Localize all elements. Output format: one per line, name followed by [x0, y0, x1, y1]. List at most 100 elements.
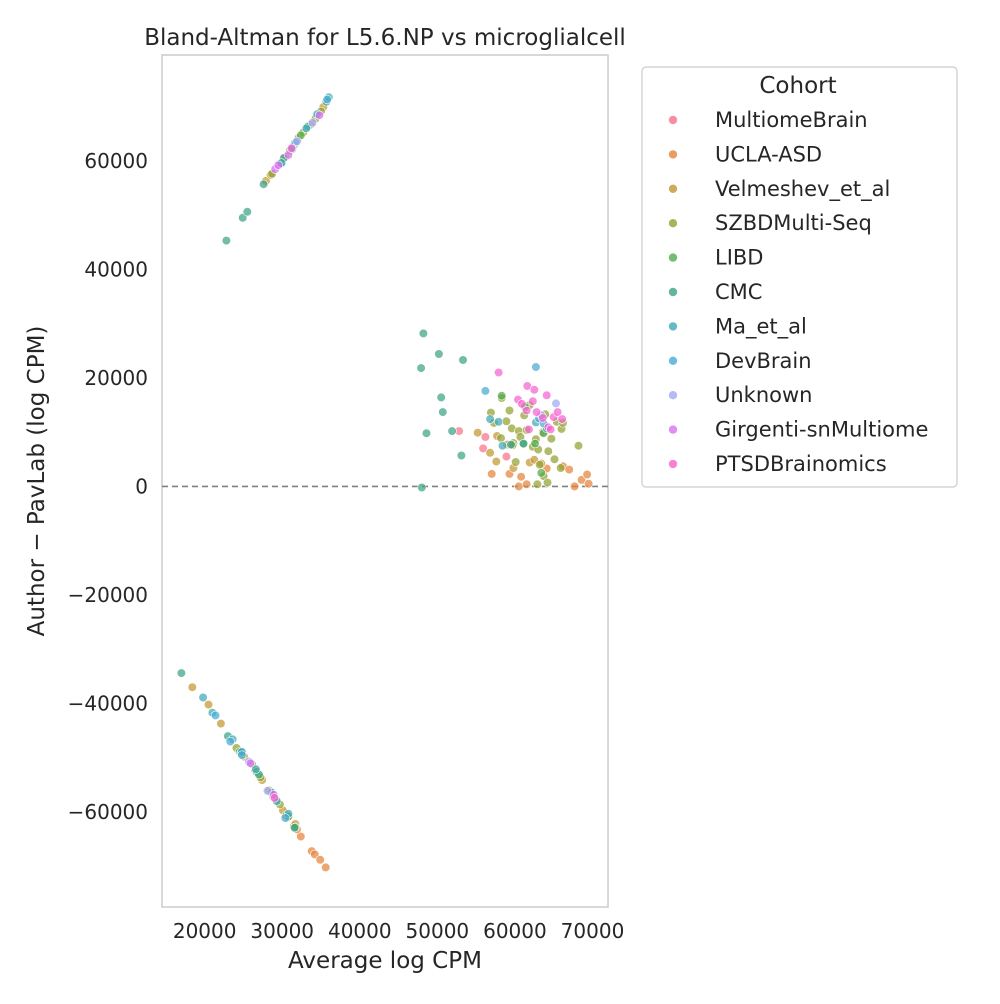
- plot-area: [161, 54, 609, 908]
- legend-label: Unknown: [715, 383, 812, 407]
- data-point: [573, 441, 584, 451]
- data-point: [542, 478, 553, 488]
- data-point: [187, 682, 197, 692]
- x-axis-label: Average log CPM: [288, 948, 482, 974]
- data-point: [456, 450, 467, 461]
- legend-label: Ma_et_al: [715, 314, 807, 339]
- data-point: [269, 793, 280, 803]
- y-tick-label: 20000: [84, 366, 148, 390]
- data-point: [504, 405, 515, 416]
- data-point: [528, 396, 538, 406]
- legend-marker: [668, 459, 678, 469]
- y-tick-label: 0: [135, 474, 148, 498]
- data-point: [538, 413, 548, 423]
- data-point: [321, 862, 331, 873]
- legend-marker: [668, 149, 678, 160]
- legend-marker: [668, 252, 678, 263]
- data-point: [564, 465, 574, 475]
- legend-label: Girgenti-snMultiome: [715, 418, 928, 442]
- data-point: [290, 823, 300, 833]
- data-point: [506, 440, 516, 450]
- data-point: [485, 448, 495, 458]
- data-point: [583, 479, 594, 489]
- data-point: [491, 456, 501, 467]
- y-tick-label: −60000: [68, 800, 148, 824]
- legend-marker: [668, 184, 678, 194]
- legend-label: LIBD: [715, 246, 763, 270]
- legend-marker: [668, 390, 678, 401]
- data-point: [480, 386, 491, 396]
- legend: Cohort MultiomeBrain UCLA-ASD Velmeshev_et…: [641, 66, 958, 488]
- y-tick-label: 40000: [84, 257, 148, 281]
- legend-marker: [668, 115, 678, 125]
- x-tick-label: 30000: [250, 919, 314, 943]
- data-point: [221, 236, 231, 246]
- data-point: [417, 482, 427, 493]
- data-point: [438, 407, 448, 417]
- data-point: [576, 475, 587, 485]
- x-tick-label: 60000: [483, 919, 547, 943]
- data-point: [292, 136, 302, 146]
- data-point: [542, 390, 552, 400]
- data-point: [532, 479, 543, 489]
- data-point: [524, 424, 534, 435]
- data-point: [176, 668, 186, 678]
- data-point: [434, 349, 444, 359]
- legend-label: DevBrain: [715, 349, 812, 373]
- data-point: [307, 118, 318, 128]
- data-point: [436, 392, 446, 403]
- data-point: [511, 457, 521, 467]
- data-point: [273, 160, 283, 170]
- chart-title: Bland-Altman for L5.6.NP vs microglialce…: [144, 25, 626, 51]
- data-point: [501, 452, 512, 462]
- legend-marker: [668, 218, 678, 228]
- data-point: [485, 414, 495, 424]
- data-point: [242, 207, 252, 217]
- x-tick-label: 40000: [328, 919, 392, 943]
- data-point: [494, 417, 504, 427]
- data-point: [473, 428, 483, 438]
- data-point: [514, 481, 524, 492]
- data-point: [556, 463, 566, 473]
- data-point: [251, 764, 261, 774]
- data-point: [501, 416, 512, 426]
- legend-marker: [668, 424, 678, 435]
- data-point: [418, 328, 429, 339]
- data-point: [551, 398, 561, 409]
- data-point: [535, 460, 545, 470]
- data-point: [536, 468, 546, 478]
- data-point: [516, 472, 526, 482]
- data-point: [552, 407, 563, 417]
- legend-marker: [668, 287, 678, 297]
- data-point: [522, 381, 532, 391]
- legend-items: MultiomeBrain UCLA-ASD Velmeshev_et_al SZBD…: [668, 108, 928, 476]
- data-point: [216, 718, 226, 729]
- data-point: [543, 446, 553, 456]
- data-point: [421, 428, 432, 438]
- data-point: [557, 414, 567, 424]
- data-point: [315, 855, 325, 865]
- data-point: [198, 692, 208, 703]
- y-tick-label: −20000: [68, 583, 148, 607]
- data-point: [545, 424, 556, 435]
- data-point: [286, 143, 297, 153]
- legend-label: SZBDMulti-Seq: [715, 211, 872, 235]
- y-tick-label: 60000: [84, 149, 148, 173]
- legend-label: PTSDBrainomics: [715, 452, 887, 476]
- legend-label: CMC: [715, 280, 762, 304]
- data-point: [531, 362, 541, 372]
- data-point: [225, 736, 235, 747]
- legend-title: Cohort: [759, 73, 836, 99]
- data-point: [496, 433, 506, 443]
- data-point: [280, 813, 290, 823]
- data-point: [203, 699, 214, 710]
- data-point: [531, 407, 542, 417]
- data-point: [447, 426, 457, 436]
- data-point: [259, 179, 269, 189]
- data-point: [301, 123, 311, 133]
- legend-label: MultiomeBrain: [715, 108, 868, 132]
- data-point: [487, 469, 497, 479]
- data-point: [296, 831, 306, 842]
